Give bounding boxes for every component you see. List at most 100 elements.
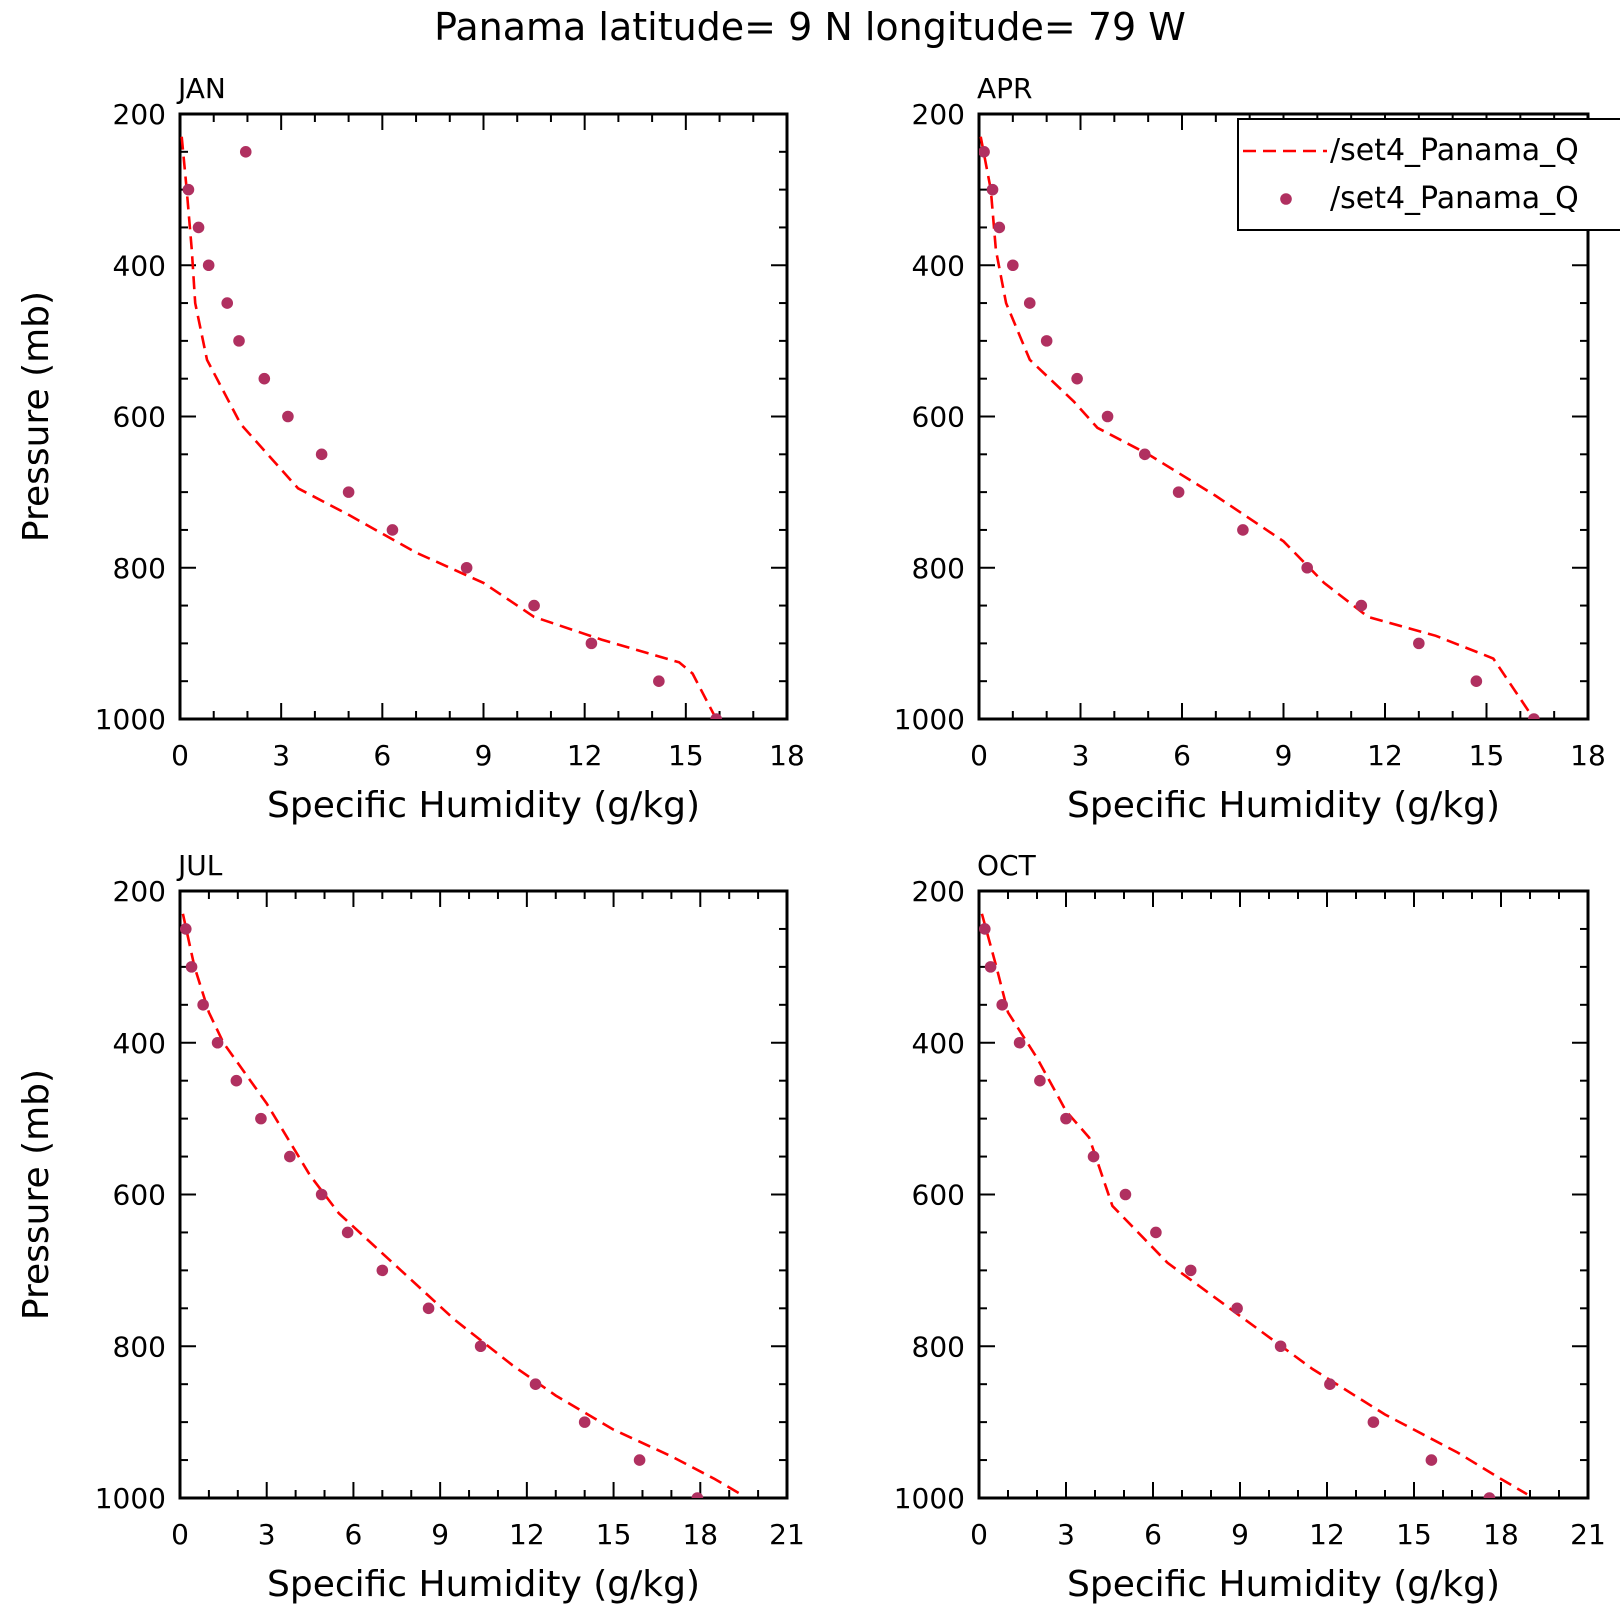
y-tick-label: 600 [113, 1179, 166, 1212]
obs-point [528, 599, 540, 612]
obs-point [1023, 297, 1036, 309]
obs-point [1101, 410, 1114, 423]
plot-frame [977, 889, 1590, 1500]
obs-point [182, 183, 195, 196]
obs-point [315, 1188, 328, 1201]
x-tick-label: 15 [668, 739, 704, 772]
x-tick-label: 0 [171, 1518, 189, 1551]
x-tick-label: 9 [1275, 739, 1293, 772]
obs-point [284, 1150, 296, 1163]
x-tick-label: 9 [475, 739, 493, 772]
x-tick-label: 15 [1469, 739, 1505, 772]
panel-label: JUL [176, 849, 223, 882]
obs-point [185, 961, 198, 973]
obs-point [474, 1340, 487, 1353]
y-tick-label: 400 [912, 249, 965, 282]
obs-point [1040, 335, 1053, 347]
x-tick-label: 3 [1057, 1518, 1075, 1551]
obs-point [1138, 448, 1151, 461]
plot-area [180, 136, 722, 719]
x-tick-label: 18 [1483, 1518, 1519, 1551]
obs-point [993, 221, 1006, 234]
y-tick-label: 400 [113, 249, 166, 282]
y-axis-label: Pressure (mb) [16, 1069, 57, 1320]
obs-point [1034, 1074, 1046, 1087]
obs-point [211, 1036, 224, 1049]
panel-label: JAN [176, 72, 226, 105]
model-line [980, 913, 1528, 1496]
panel-jan: 0 3 6 9 12 15 18 200 400 600 800 1000 JAN Specific Hu… [16, 72, 805, 826]
y-tick-label: 400 [912, 1027, 965, 1060]
obs-point [422, 1302, 435, 1315]
y-tick-label: 800 [912, 552, 965, 585]
obs-point [1013, 1036, 1026, 1049]
obs-point [1470, 675, 1483, 687]
obs-point [529, 1378, 542, 1390]
panel-label: OCT [977, 849, 1037, 882]
x-tick-label: 6 [373, 739, 391, 772]
y-tick-label: 1000 [894, 1482, 965, 1515]
obs-point [230, 1074, 243, 1087]
x-tick-label: 12 [509, 1518, 545, 1551]
plot-area [979, 913, 1528, 1498]
obs-point [578, 1416, 591, 1428]
obs-point [255, 1112, 267, 1125]
obs-point [986, 183, 999, 196]
obs-point [233, 335, 245, 347]
x-tick-label: 18 [682, 1518, 718, 1551]
obs-point [192, 221, 205, 234]
obs-point [1413, 637, 1425, 650]
legend-label: /set4_Panama_Q [1330, 181, 1579, 216]
x-tick-label: 3 [1072, 739, 1090, 772]
obs-point [979, 923, 991, 935]
x-tick-label: 6 [1173, 739, 1191, 772]
obs-point [1528, 713, 1540, 719]
x-axis-label: Specific Humidity (g/kg) [1067, 785, 1500, 826]
x-tick-label: 0 [970, 1518, 988, 1551]
x-tick-label: 0 [970, 739, 988, 772]
y-tick-label: 200 [113, 98, 166, 131]
obs-point [197, 999, 209, 1011]
legend-label: /set4_Panama_Q [1330, 133, 1579, 168]
obs-point [1071, 372, 1083, 385]
x-tick-label: 18 [769, 739, 805, 772]
x-tick-label: 3 [258, 1518, 276, 1551]
obs-point [341, 1226, 354, 1239]
x-tick-label: 15 [596, 1518, 632, 1551]
x-tick-label: 21 [769, 1518, 805, 1551]
obs-point [653, 675, 665, 687]
x-tick-label: 12 [1309, 1518, 1345, 1551]
obs-point [376, 1264, 389, 1277]
legend: /set4_Panama_Q/set4_Panama_Q [1237, 118, 1620, 231]
y-axis-label: Pressure (mb) [16, 291, 57, 542]
x-tick-label: 6 [345, 1518, 363, 1551]
y-tick-label: 600 [912, 401, 965, 434]
legend-dot-swatch [1280, 193, 1292, 205]
obs-point [1087, 1150, 1100, 1163]
obs-point [315, 448, 328, 461]
x-tick-label: 9 [431, 1518, 449, 1551]
x-tick-label: 0 [171, 739, 189, 772]
legend-box [1237, 118, 1620, 231]
obs-point [239, 146, 252, 158]
obs-point [1184, 1264, 1197, 1277]
y-tick-label: 600 [113, 401, 166, 434]
obs-point [996, 999, 1008, 1011]
x-tick-label: 15 [1396, 1518, 1432, 1551]
obs-point [1367, 1416, 1380, 1428]
obs-point [633, 1454, 646, 1466]
obs-point [1119, 1188, 1132, 1201]
x-tick-label: 3 [272, 739, 290, 772]
obs-point [1324, 1378, 1336, 1390]
x-tick-label: 6 [1144, 1518, 1162, 1551]
plot-area [979, 136, 1540, 719]
panel-oct: 0 3 6 9 12 15 18 21 200 400 600 800 1000 OCT Specific … [894, 849, 1606, 1605]
x-axis-label: Specific Humidity (g/kg) [1067, 1564, 1500, 1605]
obs-point [1150, 1226, 1162, 1239]
model-line [180, 136, 718, 719]
obs-point [282, 410, 294, 423]
y-tick-label: 200 [912, 875, 965, 908]
obs-point [979, 146, 990, 158]
obs-point [1274, 1340, 1287, 1353]
